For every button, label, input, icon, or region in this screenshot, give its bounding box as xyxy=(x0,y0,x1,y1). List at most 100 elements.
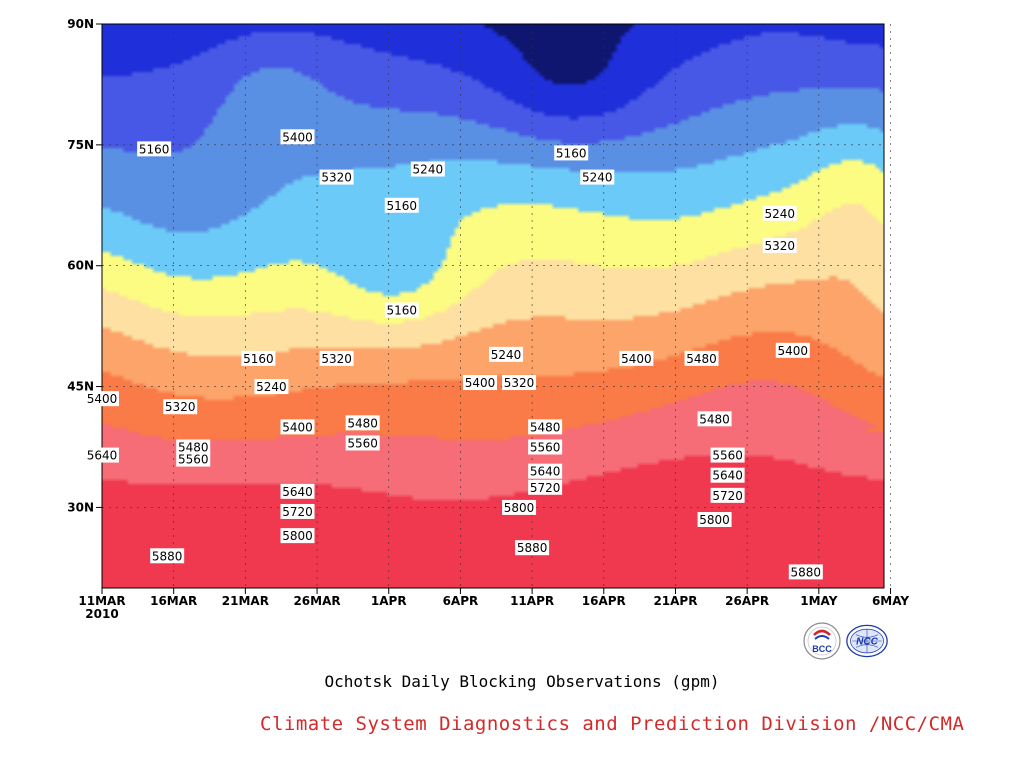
contour-label-box xyxy=(85,447,119,463)
contour-label-box xyxy=(384,302,419,318)
x-tick-label: 6MAY xyxy=(872,594,909,608)
contour-label-value: 5160 xyxy=(386,199,417,213)
x-tick-label: 16APR xyxy=(582,594,626,608)
contour-label: 5400 xyxy=(280,129,315,145)
contour-label: 5480 xyxy=(684,350,719,366)
contour-label-box xyxy=(502,375,537,391)
x-tick-label: 26APR xyxy=(725,594,769,608)
x-tick-label: 26MAR xyxy=(293,594,340,608)
contour-label-value: 5640 xyxy=(87,449,118,463)
contour-label-value: 5480 xyxy=(347,416,378,430)
contour-label-value: 5880 xyxy=(517,541,548,555)
contour-label-box xyxy=(710,447,745,463)
contour-label: 5480 xyxy=(697,411,732,427)
contour-label-value: 5880 xyxy=(791,565,822,579)
contour-label: 5320 xyxy=(762,238,797,254)
contour-label: 5880 xyxy=(515,540,550,556)
contour-label-value: 5480 xyxy=(686,352,717,366)
x-tick-label: 11MAR xyxy=(78,594,125,608)
contour-label-value: 5160 xyxy=(386,304,417,318)
contour-label: 5240 xyxy=(580,169,615,185)
contour-label-box xyxy=(280,503,315,519)
contour-fill-field xyxy=(102,24,884,588)
contour-label: 5480 xyxy=(528,419,563,435)
contour-label-box xyxy=(775,342,810,358)
contour-label-box xyxy=(684,350,719,366)
contour-label-value: 5320 xyxy=(165,400,196,414)
contour-label: 5160 xyxy=(137,141,172,157)
contour-label: 5720 xyxy=(528,479,563,495)
contour-label: 5640 xyxy=(85,447,119,463)
contour-label: 5880 xyxy=(150,548,185,564)
contour-label-value: 5400 xyxy=(282,130,313,144)
contour-label: 5160 xyxy=(241,350,276,366)
contour-label: 5560 xyxy=(345,435,380,451)
contour-label-box xyxy=(697,512,732,528)
contour-label-box xyxy=(254,379,289,395)
contour-label-box xyxy=(384,197,419,213)
contour-label-box xyxy=(176,439,211,455)
contour-label-value: 5240 xyxy=(491,348,522,362)
contour-label: 5720 xyxy=(710,487,745,503)
contour-label: 5640 xyxy=(280,483,315,499)
contour-label: 5800 xyxy=(697,512,732,528)
contour-label-value: 5640 xyxy=(282,485,313,499)
contour-label: 5800 xyxy=(280,528,315,544)
contour-label-value: 5880 xyxy=(152,549,183,563)
contour-label: 5320 xyxy=(319,350,354,366)
contour-label-box xyxy=(580,169,615,185)
contour-label-value: 5320 xyxy=(764,239,795,253)
x-year-label: 2010 xyxy=(85,607,118,621)
contour-label: 5240 xyxy=(489,346,524,362)
y-tick-label: 75N xyxy=(67,138,94,152)
contour-label: 5640 xyxy=(528,463,563,479)
x-tick-label: 11APR xyxy=(510,594,554,608)
contour-label: 5480 xyxy=(345,415,380,431)
contour-label-value: 5640 xyxy=(712,469,743,483)
contour-label-value: 5720 xyxy=(530,481,561,495)
contour-label-box xyxy=(280,483,315,499)
contour-label-box xyxy=(528,439,563,455)
x-tick-label: 21APR xyxy=(653,594,697,608)
contour-label-value: 5240 xyxy=(256,380,287,394)
x-tick-label: 1APR xyxy=(371,594,407,608)
contour-label-value: 5240 xyxy=(582,171,613,185)
contour-label-box xyxy=(85,391,119,407)
axis-tick-layer: 11MAR 16MAR 21MAR 26MAR 1APR 6APR 11APR 16APR 21… xyxy=(67,17,909,621)
contour-label: 5400 xyxy=(85,391,119,407)
contour-label: 5560 xyxy=(710,447,745,463)
contour-label: 5560 xyxy=(176,451,211,467)
contour-label-box xyxy=(528,463,563,479)
contour-label-box xyxy=(697,411,732,427)
contour-fill-layer xyxy=(102,24,884,588)
contour-label-value: 5560 xyxy=(347,436,378,450)
contour-label: 5400 xyxy=(619,350,654,366)
contour-label-value: 5560 xyxy=(530,441,561,455)
contour-label-value: 5480 xyxy=(699,412,730,426)
contour-label: 5800 xyxy=(502,499,537,515)
bcc-logo: BCC xyxy=(803,622,841,660)
x-tick-label: 21MAR xyxy=(222,594,269,608)
y-tick-label: 30N xyxy=(67,500,94,514)
contour-label: 5240 xyxy=(762,205,797,221)
contour-label-box xyxy=(710,487,745,503)
contour-label-value: 5800 xyxy=(699,513,730,527)
plot-frame xyxy=(101,23,885,589)
contour-label-box xyxy=(554,145,589,161)
contour-label-box xyxy=(319,350,354,366)
contour-label-box xyxy=(788,564,823,580)
contour-label-box xyxy=(176,451,211,467)
contour-label-value: 5400 xyxy=(465,376,496,390)
contour-label: 5400 xyxy=(280,419,315,435)
contour-label-box xyxy=(762,238,797,254)
contour-label-box xyxy=(515,540,550,556)
contour-label: 5160 xyxy=(384,197,419,213)
contour-label-value: 5160 xyxy=(139,142,170,156)
x-tick-label: 1MAY xyxy=(800,594,837,608)
contour-label-box xyxy=(410,161,445,177)
contour-label: 5400 xyxy=(462,375,497,391)
contour-label-box xyxy=(241,350,276,366)
y-tick-label: 90N xyxy=(67,17,94,31)
credit-text: Climate System Diagnostics and Predictio… xyxy=(260,713,965,735)
